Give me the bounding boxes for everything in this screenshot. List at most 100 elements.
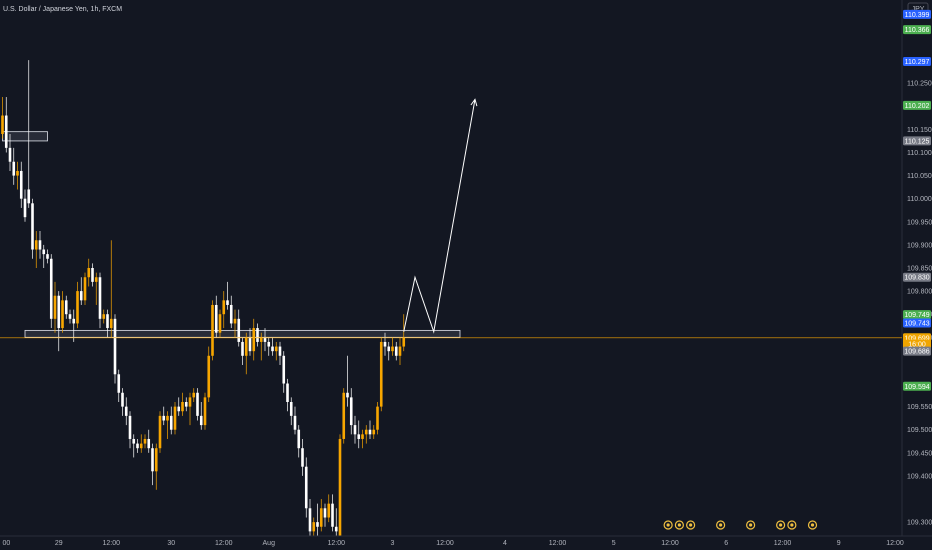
candle-body xyxy=(349,397,353,426)
economic-event-dot xyxy=(666,523,670,527)
price-badge xyxy=(903,318,931,328)
candle-body xyxy=(169,415,173,430)
candle-body xyxy=(53,295,57,319)
candle-body xyxy=(207,355,211,398)
candle-body xyxy=(143,438,147,444)
candle-body xyxy=(192,392,196,398)
candle-body xyxy=(42,249,46,255)
price-badge-label: 109.830 xyxy=(904,275,929,282)
candle-body xyxy=(61,300,64,329)
candle-body xyxy=(147,438,151,449)
candle-body xyxy=(12,161,16,176)
candle-body xyxy=(188,397,192,407)
candle-body xyxy=(68,314,72,319)
candle-body xyxy=(151,448,154,472)
price-badge-label: 110.399 xyxy=(905,12,930,19)
economic-event-dot xyxy=(719,523,723,527)
candle-body xyxy=(331,503,334,527)
candle-body xyxy=(46,254,49,259)
candle-body xyxy=(79,291,83,301)
y-tick-label: 110.000 xyxy=(907,196,932,203)
x-tick-label: 6 xyxy=(724,540,728,547)
candle-body xyxy=(94,277,98,282)
candle-body xyxy=(297,429,301,449)
candle-body xyxy=(132,438,136,444)
candle-body xyxy=(91,268,94,282)
price-badge xyxy=(903,339,931,349)
price-badges: 110.399 110.366 110.297 110.202 110.125 109.8… xyxy=(903,9,931,391)
candle-body xyxy=(256,328,259,342)
x-tick-label: Aug xyxy=(263,540,276,547)
price-badge-label: 16:00 xyxy=(908,342,926,349)
price-badge-label: 110.125 xyxy=(905,138,930,145)
economic-event-dot xyxy=(749,523,753,527)
y-tick-label: 110.150 xyxy=(907,127,932,134)
candle-body xyxy=(76,291,79,324)
x-tick-label: 12:00 xyxy=(549,540,567,547)
candle-body xyxy=(278,346,282,356)
y-tick-label: 110.100 xyxy=(907,150,932,157)
economic-event-dot xyxy=(810,523,815,527)
candle-body xyxy=(23,198,27,218)
candle-body xyxy=(117,374,121,393)
candle-body xyxy=(181,402,184,412)
candle-body xyxy=(391,346,394,352)
time-axis[interactable]: 00 29 12:00 30 12:00 Aug 12:00 3 12:00 4 12:00 5 12:… xyxy=(0,535,932,547)
candle-body xyxy=(1,115,4,134)
candle-body xyxy=(263,337,267,342)
event-markers xyxy=(663,520,818,530)
price-badge xyxy=(903,346,931,356)
candle-body xyxy=(301,448,304,467)
economic-event-dot xyxy=(677,523,681,527)
candle-body xyxy=(109,318,113,329)
x-tick-label: 12:00 xyxy=(886,540,904,547)
candles-layer xyxy=(1,60,406,536)
candle-body xyxy=(241,341,244,356)
candle-body xyxy=(226,300,229,305)
candle-body xyxy=(177,406,181,412)
candle-body xyxy=(379,341,383,407)
candle-body xyxy=(342,392,346,439)
candle-body xyxy=(139,443,143,449)
candle-body xyxy=(286,383,289,402)
economic-event-dot xyxy=(790,523,794,527)
price-badge xyxy=(903,56,931,66)
candle-body xyxy=(252,328,256,352)
x-tick-label: 9 xyxy=(837,540,841,547)
candle-body xyxy=(334,526,338,532)
x-tick-label: 30 xyxy=(167,540,175,547)
candle-body xyxy=(136,443,139,449)
candle-body xyxy=(203,397,207,426)
y-tick-label: 109.950 xyxy=(907,219,932,226)
candle-body xyxy=(124,406,128,416)
candle-body xyxy=(308,508,312,532)
price-badge-label: 110.297 xyxy=(905,59,930,66)
candle-body xyxy=(376,406,379,430)
price-badge xyxy=(903,9,931,19)
price-badge-label: 110.366 xyxy=(905,27,930,34)
candle-body xyxy=(214,304,218,333)
y-tick-label: 109.800 xyxy=(907,289,932,296)
candle-body xyxy=(87,268,91,278)
x-tick-label: 12:00 xyxy=(774,540,792,547)
candle-body xyxy=(259,337,263,342)
candle-body xyxy=(237,318,241,342)
candle-body xyxy=(199,415,203,426)
candle-body xyxy=(162,415,166,421)
candle-body xyxy=(49,258,53,319)
x-tick-label: 4 xyxy=(503,540,507,547)
candle-body xyxy=(368,429,372,435)
candle-body xyxy=(196,392,199,416)
symbol-title: U.S. Dollar / Japanese Yen, 1h, FXCM xyxy=(3,6,122,13)
y-tick-label: 109.450 xyxy=(907,450,932,457)
candle-body xyxy=(323,508,327,518)
candle-body xyxy=(19,170,23,199)
y-tick-label: 109.850 xyxy=(907,266,932,273)
price-badge-label: 110.202 xyxy=(905,103,930,110)
candle-body xyxy=(27,189,31,204)
price-badge-label: 109.699 xyxy=(904,335,929,342)
candle-body xyxy=(38,240,42,250)
candle-body xyxy=(8,147,12,162)
